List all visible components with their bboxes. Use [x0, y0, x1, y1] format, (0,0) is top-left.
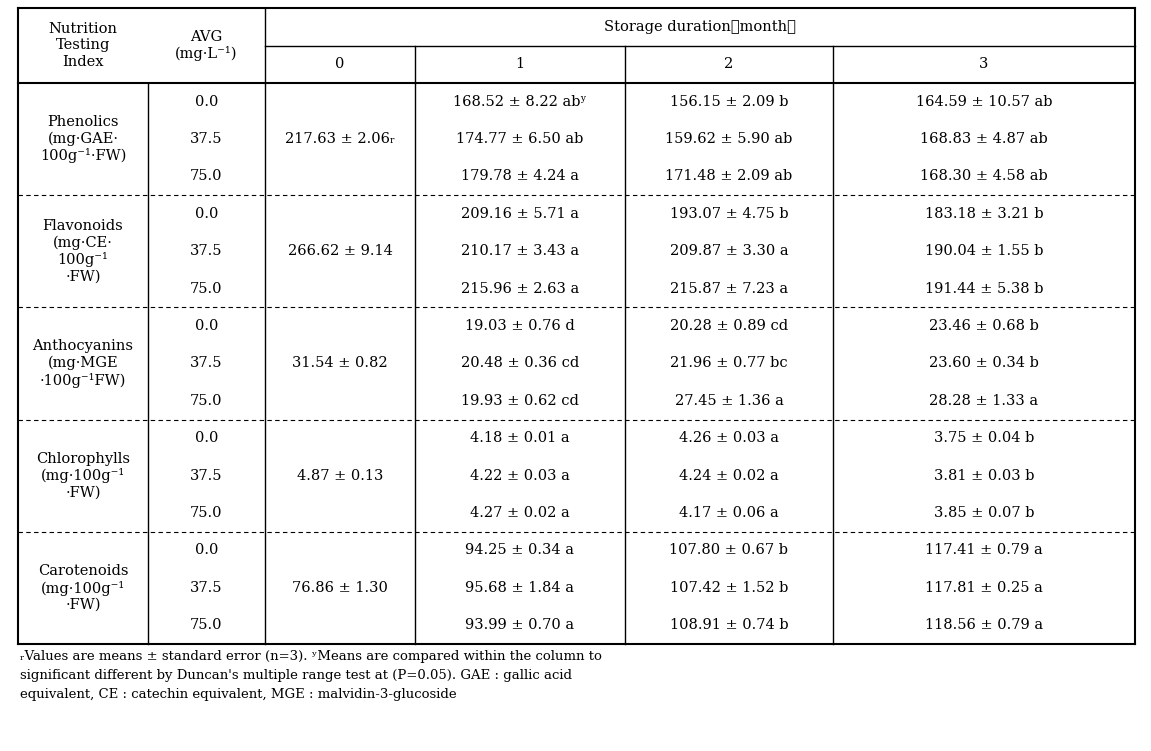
Text: 209.16 ± 5.71 a: 209.16 ± 5.71 a [462, 207, 579, 221]
Text: 37.5: 37.5 [190, 357, 223, 370]
Text: 215.87 ± 7.23 a: 215.87 ± 7.23 a [670, 282, 788, 296]
Text: Nutrition
Testing
Index: Nutrition Testing Index [48, 23, 117, 68]
Text: 4.87 ± 0.13: 4.87 ± 0.13 [297, 469, 383, 483]
Text: 23.46 ± 0.68 b: 23.46 ± 0.68 b [929, 319, 1039, 333]
Text: equivalent, CE : catechin equivalent, MGE : malvidin-3-glucoside: equivalent, CE : catechin equivalent, MG… [20, 688, 457, 701]
Text: 168.52 ± 8.22 abʸ: 168.52 ± 8.22 abʸ [453, 95, 587, 109]
Text: 3.75 ± 0.04 b: 3.75 ± 0.04 b [933, 431, 1035, 445]
Text: 3: 3 [980, 58, 989, 71]
Text: 20.48 ± 0.36 cd: 20.48 ± 0.36 cd [460, 357, 579, 370]
Text: 37.5: 37.5 [190, 132, 223, 146]
Text: 171.48 ± 2.09 ab: 171.48 ± 2.09 ab [665, 170, 793, 183]
Text: 0.0: 0.0 [195, 207, 219, 221]
Text: Carotenoids
(mg·100g⁻¹
·FW): Carotenoids (mg·100g⁻¹ ·FW) [38, 564, 128, 612]
Text: 75.0: 75.0 [190, 394, 223, 408]
Text: 168.83 ± 4.87 ab: 168.83 ± 4.87 ab [920, 132, 1047, 146]
Text: 1: 1 [516, 58, 525, 71]
Text: 0.0: 0.0 [195, 95, 219, 109]
Text: 75.0: 75.0 [190, 618, 223, 632]
Text: 4.18 ± 0.01 a: 4.18 ± 0.01 a [471, 431, 570, 445]
Text: 168.30 ± 4.58 ab: 168.30 ± 4.58 ab [920, 170, 1047, 183]
Text: 19.03 ± 0.76 d: 19.03 ± 0.76 d [465, 319, 574, 333]
Text: 37.5: 37.5 [190, 469, 223, 483]
Text: significant different by Duncan's multiple range test at (P=0.05). GAE : gallic : significant different by Duncan's multip… [20, 669, 572, 682]
Text: 2: 2 [724, 58, 733, 71]
Text: Flavonoids
(mg·CE·
100g⁻¹
·FW): Flavonoids (mg·CE· 100g⁻¹ ·FW) [43, 219, 123, 283]
Text: 209.87 ± 3.30 a: 209.87 ± 3.30 a [670, 244, 788, 258]
Text: 37.5: 37.5 [190, 244, 223, 258]
Text: 210.17 ± 3.43 a: 210.17 ± 3.43 a [460, 244, 579, 258]
Text: 0.0: 0.0 [195, 319, 219, 333]
Text: 4.24 ± 0.02 a: 4.24 ± 0.02 a [679, 469, 779, 483]
Text: 108.91 ± 0.74 b: 108.91 ± 0.74 b [670, 618, 788, 632]
Text: 107.42 ± 1.52 b: 107.42 ± 1.52 b [670, 581, 788, 595]
Text: 3.85 ± 0.07 b: 3.85 ± 0.07 b [933, 506, 1035, 520]
Text: 174.77 ± 6.50 ab: 174.77 ± 6.50 ab [456, 132, 584, 146]
Text: Chlorophylls
(mg·100g⁻¹
·FW): Chlorophylls (mg·100g⁻¹ ·FW) [36, 452, 130, 499]
Text: 94.25 ± 0.34 a: 94.25 ± 0.34 a [465, 544, 574, 557]
Text: 117.41 ± 0.79 a: 117.41 ± 0.79 a [925, 544, 1043, 557]
Text: 159.62 ± 5.90 ab: 159.62 ± 5.90 ab [665, 132, 793, 146]
Text: 37.5: 37.5 [190, 581, 223, 595]
Text: 217.63 ± 2.06ᵣ: 217.63 ± 2.06ᵣ [285, 132, 395, 146]
Text: 3.81 ± 0.03 b: 3.81 ± 0.03 b [933, 469, 1035, 483]
Text: 21.96 ± 0.77 bc: 21.96 ± 0.77 bc [670, 357, 787, 370]
Text: 76.86 ± 1.30: 76.86 ± 1.30 [292, 581, 388, 595]
Text: ᵣValues are means ± standard error (n=3). ʸMeans are compared within the column : ᵣValues are means ± standard error (n=3)… [20, 650, 602, 663]
Text: 4.22 ± 0.03 a: 4.22 ± 0.03 a [470, 469, 570, 483]
Text: 75.0: 75.0 [190, 282, 223, 296]
Text: AVG
(mg·L⁻¹): AVG (mg·L⁻¹) [175, 30, 238, 61]
Text: 23.60 ± 0.34 b: 23.60 ± 0.34 b [929, 357, 1039, 370]
Text: 156.15 ± 2.09 b: 156.15 ± 2.09 b [670, 95, 788, 109]
Text: 118.56 ± 0.79 a: 118.56 ± 0.79 a [925, 618, 1043, 632]
Text: 215.96 ± 2.63 a: 215.96 ± 2.63 a [460, 282, 579, 296]
Text: Storage duration（month）: Storage duration（month） [604, 20, 796, 34]
Text: 20.28 ± 0.89 cd: 20.28 ± 0.89 cd [670, 319, 788, 333]
Text: 93.99 ± 0.70 a: 93.99 ± 0.70 a [465, 618, 574, 632]
Text: 183.18 ± 3.21 b: 183.18 ± 3.21 b [924, 207, 1043, 221]
Text: Phenolics
(mg·GAE·
100g⁻¹·FW): Phenolics (mg·GAE· 100g⁻¹·FW) [40, 115, 127, 163]
Text: 28.28 ± 1.33 a: 28.28 ± 1.33 a [930, 394, 1038, 408]
Text: 19.93 ± 0.62 cd: 19.93 ± 0.62 cd [462, 394, 579, 408]
Text: 0.0: 0.0 [195, 431, 219, 445]
Text: 4.17 ± 0.06 a: 4.17 ± 0.06 a [679, 506, 779, 520]
Text: 0: 0 [335, 58, 344, 71]
Text: 117.81 ± 0.25 a: 117.81 ± 0.25 a [925, 581, 1043, 595]
Text: 107.80 ± 0.67 b: 107.80 ± 0.67 b [670, 544, 788, 557]
Text: 179.78 ± 4.24 a: 179.78 ± 4.24 a [462, 170, 579, 183]
Text: 191.44 ± 5.38 b: 191.44 ± 5.38 b [924, 282, 1043, 296]
Text: 4.27 ± 0.02 a: 4.27 ± 0.02 a [470, 506, 570, 520]
Text: 75.0: 75.0 [190, 170, 223, 183]
Text: 75.0: 75.0 [190, 506, 223, 520]
Text: 4.26 ± 0.03 a: 4.26 ± 0.03 a [679, 431, 779, 445]
Text: 190.04 ± 1.55 b: 190.04 ± 1.55 b [924, 244, 1043, 258]
Text: 193.07 ± 4.75 b: 193.07 ± 4.75 b [670, 207, 788, 221]
Text: 0.0: 0.0 [195, 544, 219, 557]
Text: Anthocyanins
(mg·MGE
·100g⁻¹FW): Anthocyanins (mg·MGE ·100g⁻¹FW) [32, 339, 134, 388]
Text: 95.68 ± 1.84 a: 95.68 ± 1.84 a [465, 581, 574, 595]
Text: 31.54 ± 0.82: 31.54 ± 0.82 [292, 357, 388, 370]
Text: 27.45 ± 1.36 a: 27.45 ± 1.36 a [674, 394, 784, 408]
Text: 164.59 ± 10.57 ab: 164.59 ± 10.57 ab [916, 95, 1052, 109]
Text: 266.62 ± 9.14: 266.62 ± 9.14 [288, 244, 392, 258]
